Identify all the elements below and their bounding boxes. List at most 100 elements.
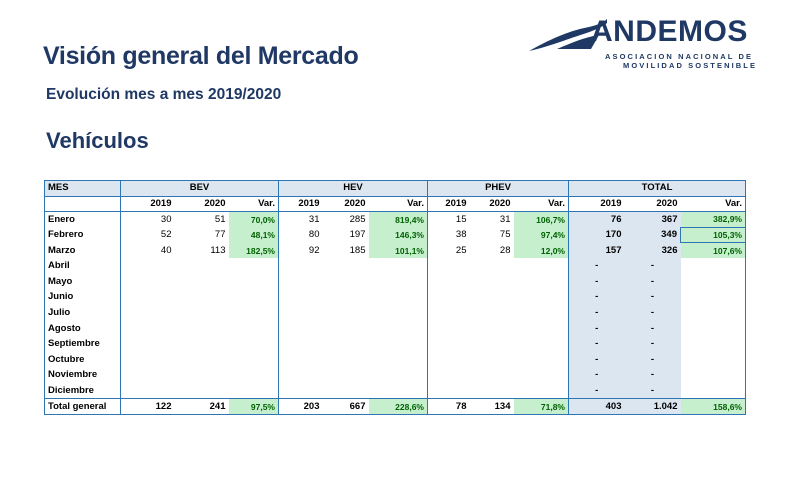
hev-var-cell [368, 336, 428, 353]
phev-2020-cell [470, 258, 514, 274]
bev-2020-cell [175, 258, 229, 274]
month-cell: Junio [44, 289, 121, 306]
hev-2019-cell [279, 352, 323, 368]
hev-2020-cell [323, 352, 369, 368]
phev-var-cell: 12,0% [513, 242, 569, 259]
total-general-row: Total general 122 241 97,5% 203 667 228,6% 78 13… [44, 398, 746, 415]
phev-2020-cell [470, 305, 514, 321]
phev-2020-cell [470, 383, 514, 399]
hev-2019-cell: 31 [308, 213, 320, 225]
group-header-total: TOTAL [568, 180, 746, 197]
hev-var-cell [368, 367, 428, 384]
bev-2020-cell [175, 274, 229, 290]
phev-2020-cell [470, 321, 514, 337]
group-header-phev: PHEV [427, 180, 569, 197]
month-cell: Diciembre [44, 383, 121, 399]
total-2020-cell: - [624, 305, 681, 321]
hev-var-cell [368, 320, 428, 337]
logo-swoosh-icon [529, 19, 607, 51]
bev-2020-cell [175, 368, 229, 384]
bev-2020-cell [175, 290, 229, 306]
total-2020-cell: - [624, 367, 681, 384]
table-row: Septiembre - - [44, 336, 746, 353]
hev-var-cell [368, 258, 428, 275]
bev-2019-cell [121, 258, 175, 274]
bev-var-cell [228, 383, 279, 399]
hev-2019-cell: 92 [308, 244, 320, 256]
total-2020-cell: 326 [624, 242, 681, 259]
month-cell: Octubre [44, 352, 121, 368]
month-cell: Agosto [44, 320, 121, 337]
total-2019-cell: - [568, 305, 625, 321]
year-header-row: 2019 2020 Var. 2019 2020 Var. 2019 2020 … [44, 196, 746, 213]
hev-2019-cell [279, 368, 323, 384]
bev-2020-cell: 77 [214, 229, 226, 241]
phev-var-cell [513, 274, 569, 290]
bev-2019-cell: 40 [160, 244, 172, 256]
month-cell: Marzo [44, 242, 121, 259]
total-2020-header: 2020 [624, 196, 681, 213]
total-2019-cell: - [568, 289, 625, 306]
hev-2020-cell [323, 258, 369, 274]
total-var-cell: 158,6% [680, 398, 746, 415]
hev-var-cell [368, 305, 428, 321]
hev-2019-header: 2019 [278, 196, 323, 213]
hev-2020-cell [323, 368, 369, 384]
phev-2020-cell [470, 368, 514, 384]
bev-var-cell: 182,5% [228, 242, 279, 259]
month-cell: Mayo [44, 274, 121, 290]
total-var-cell: 105,3% [680, 226, 746, 244]
total-2020-cell: - [624, 320, 681, 337]
total-2019-cell: - [568, 274, 625, 290]
total-var-cell: 382,9% [680, 211, 746, 228]
total-var-cell [680, 289, 746, 306]
total-2020-cell: - [624, 258, 681, 275]
hev-2020-header: 2020 [322, 196, 369, 213]
total-2020-cell: - [624, 383, 681, 399]
total-var-cell [680, 258, 746, 275]
phev-2020-cell: 75 [499, 229, 511, 241]
total-2020-cell: - [624, 289, 681, 306]
total-var-cell [680, 274, 746, 290]
hev-2019-cell: 203 [278, 398, 323, 415]
bev-2019-cell: 52 [160, 229, 172, 241]
hev-2019-cell [279, 290, 323, 306]
table-row: Febrero 52 77 48,1% 80 197 146,3% 38 75 97,4% 170 3… [44, 226, 746, 244]
andemos-logo: ANDEMOS ASOCIACION NACIONAL DE MOVILIDAD… [527, 15, 777, 77]
hev-2020-cell: 185 [349, 244, 366, 256]
hev-2019-cell [279, 383, 323, 399]
bev-2020-cell [175, 336, 229, 352]
total-var-cell: 107,6% [680, 242, 746, 259]
table-row: Mayo - - [44, 274, 746, 290]
total-2019-cell: - [568, 320, 625, 337]
hev-2019-cell [279, 305, 323, 321]
hev-2019-cell [279, 336, 323, 352]
total-2019-cell: 157 [568, 242, 625, 259]
table-row: Octubre - - [44, 352, 746, 368]
total-2019-cell: 76 [568, 211, 625, 228]
phev-var-cell [513, 320, 569, 337]
hev-var-cell: 101,1% [368, 242, 428, 259]
hev-2020-cell [323, 336, 369, 352]
market-table: MES BEV HEV PHEV TOTAL 2019 2020 Var. 20… [44, 180, 746, 415]
phev-2020-cell [470, 274, 514, 290]
bev-var-cell [228, 289, 279, 306]
total-2019-cell: - [568, 258, 625, 275]
bev-var-cell [228, 258, 279, 275]
phev-2020-cell [470, 290, 514, 306]
section-heading: Vehículos [46, 128, 149, 153]
bev-2019-cell [121, 336, 175, 352]
hev-2020-cell: 285 [349, 213, 366, 225]
phev-2019-cell [428, 336, 470, 352]
phev-2020-cell [470, 336, 514, 352]
page-title: Visión general del Mercado [43, 42, 359, 70]
phev-2019-cell [428, 274, 470, 290]
bev-2019-cell [121, 305, 175, 321]
bev-2020-cell [175, 383, 229, 399]
total-2019-cell: - [568, 367, 625, 384]
hev-var-cell [368, 352, 428, 368]
total-var-cell [680, 305, 746, 321]
total-2020-cell: 367 [624, 211, 681, 228]
table-row: Abril - - [44, 258, 746, 275]
phev-var-cell: 106,7% [513, 211, 569, 228]
